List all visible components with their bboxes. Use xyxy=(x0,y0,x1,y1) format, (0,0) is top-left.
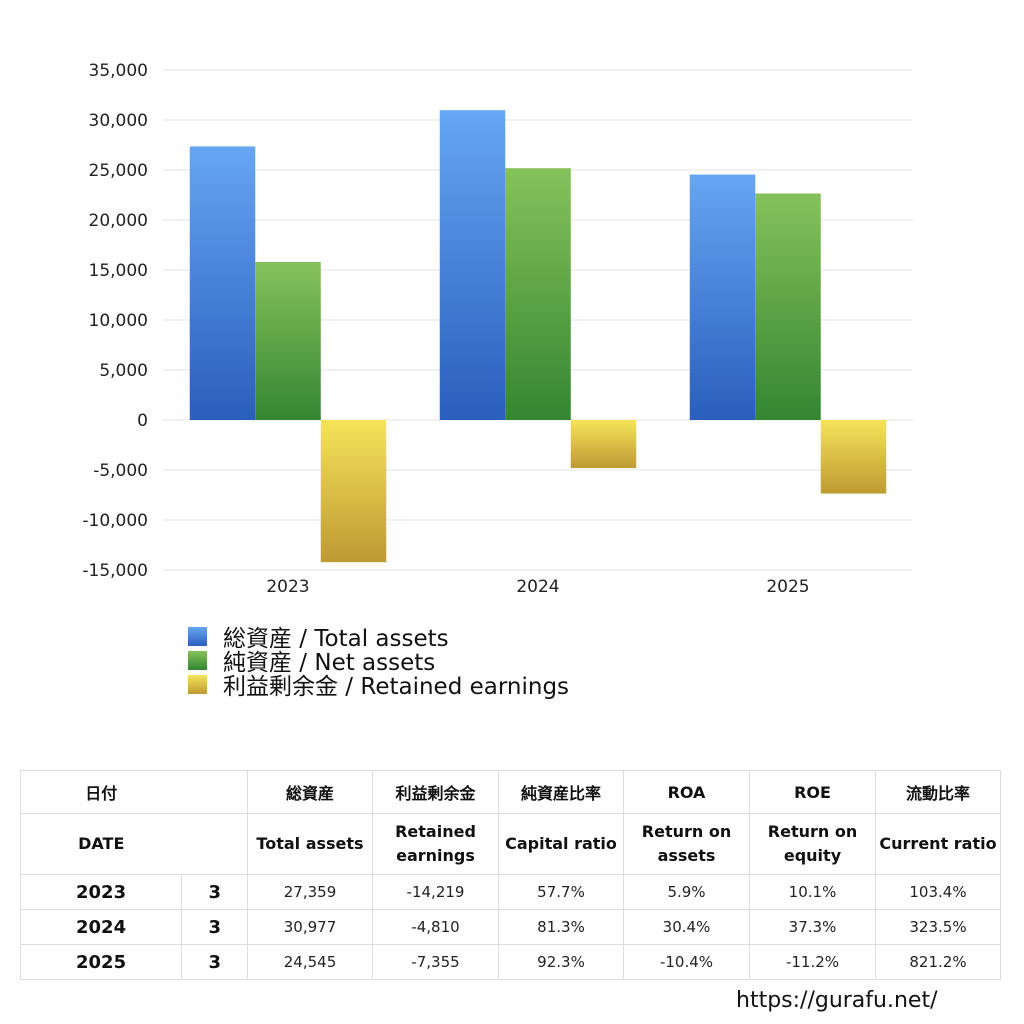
y-tick-label: 30,000 xyxy=(89,111,148,131)
bar xyxy=(505,168,571,420)
bar xyxy=(689,174,756,420)
y-tick-label: 10,000 xyxy=(89,311,148,331)
row-roe: -11.2% xyxy=(749,944,876,980)
y-tick-label: 25,000 xyxy=(89,161,148,181)
row-year: 2025 xyxy=(20,944,182,980)
legend-label-net-assets: 純資産 / Net assets xyxy=(223,650,436,676)
header-date-en: DATE xyxy=(20,813,182,875)
row-roa: 30.4% xyxy=(623,909,750,945)
y-tick-label: -15,000 xyxy=(82,561,148,581)
row-year: 2023 xyxy=(20,874,182,910)
table-header-en: DATE Total assets Retained earnings Capi… xyxy=(20,813,1001,875)
financial-table: 日付 総資産 利益剰余金 純資産比率 ROA ROE 流動比率 DATE Tot… xyxy=(20,770,1001,980)
header-total-assets-en: Total assets xyxy=(247,813,373,875)
y-tick-label: 0 xyxy=(137,411,148,431)
header-retained-en: Retained earnings xyxy=(372,813,499,875)
row-current-ratio: 103.4% xyxy=(875,874,1001,910)
header-date-jp: 日付 xyxy=(20,770,182,814)
header-roe-jp: ROE xyxy=(749,770,876,814)
bar xyxy=(570,420,637,469)
y-tick-label: -10,000 xyxy=(82,511,148,531)
row-month: 3 xyxy=(181,944,248,980)
header-month-en xyxy=(181,813,248,875)
row-retained: -7,355 xyxy=(372,944,499,980)
header-capital-ratio-jp: 純資産比率 xyxy=(498,770,624,814)
bars xyxy=(189,110,887,563)
row-retained: -14,219 xyxy=(372,874,499,910)
bar xyxy=(820,420,887,494)
table-header-jp: 日付 総資産 利益剰余金 純資産比率 ROA ROE 流動比率 xyxy=(20,770,1001,814)
y-tick-label: 5,000 xyxy=(99,361,148,381)
y-tick-label: 20,000 xyxy=(89,211,148,231)
row-roa: -10.4% xyxy=(623,944,750,980)
row-current-ratio: 323.5% xyxy=(875,909,1001,945)
legend-swatch-net-assets xyxy=(188,650,207,670)
y-tick-label: 35,000 xyxy=(89,61,148,81)
bar-chart: 35,000 30,000 25,000 20,000 15,000 10,000 5,00… xyxy=(82,61,913,597)
header-retained-jp: 利益剰余金 xyxy=(372,770,499,814)
row-total-assets: 30,977 xyxy=(247,909,373,945)
site-url: https://gurafu.net/ xyxy=(736,988,938,1013)
legend-item-total-assets: 総資産 / Total assets xyxy=(188,624,569,652)
y-tick-label: -5,000 xyxy=(93,461,148,481)
row-roa: 5.9% xyxy=(623,874,750,910)
row-total-assets: 24,545 xyxy=(247,944,373,980)
header-roa-jp: ROA xyxy=(623,770,750,814)
legend-item-net-assets: 純資産 / Net assets xyxy=(188,648,569,676)
bar xyxy=(189,146,256,420)
bar xyxy=(320,420,387,563)
header-current-ratio-jp: 流動比率 xyxy=(875,770,1001,814)
legend-item-retained-earnings: 利益剰余金 / Retained earnings xyxy=(188,672,569,700)
legend-label-total-assets: 総資産 / Total assets xyxy=(223,626,449,652)
header-roe-en: Return on equity xyxy=(749,813,876,875)
row-capital-ratio: 57.7% xyxy=(498,874,624,910)
bar xyxy=(755,193,821,420)
y-axis-ticks: 35,000 30,000 25,000 20,000 15,000 10,000 5,00… xyxy=(82,61,148,581)
x-tick-label: 2023 xyxy=(266,577,309,597)
header-capital-ratio-en: Capital ratio xyxy=(498,813,624,875)
legend-label-retained-earnings: 利益剰余金 / Retained earnings xyxy=(223,674,570,700)
bar xyxy=(439,110,506,420)
x-tick-label: 2025 xyxy=(766,577,809,597)
row-retained: -4,810 xyxy=(372,909,499,945)
row-capital-ratio: 92.3% xyxy=(498,944,624,980)
header-total-assets-jp: 総資産 xyxy=(247,770,373,814)
x-axis-ticks: 2023 2024 2025 xyxy=(266,577,809,597)
bar xyxy=(255,262,321,420)
header-current-ratio-en: Current ratio xyxy=(875,813,1001,875)
row-roe: 10.1% xyxy=(749,874,876,910)
row-year: 2024 xyxy=(20,909,182,945)
header-month-jp xyxy=(181,770,248,814)
row-month: 3 xyxy=(181,909,248,945)
chart-legend: 総資産 / Total assets 純資産 / Net assets 利益剰余… xyxy=(188,624,569,700)
row-current-ratio: 821.2% xyxy=(875,944,1001,980)
header-roa-en: Return on assets xyxy=(623,813,750,875)
legend-swatch-total-assets xyxy=(188,626,207,646)
row-total-assets: 27,359 xyxy=(247,874,373,910)
x-tick-label: 2024 xyxy=(516,577,559,597)
y-tick-label: 15,000 xyxy=(89,261,148,281)
table-row: 2024 3 30,977 -4,810 81.3% 30.4% 37.3% 3… xyxy=(20,909,1001,945)
table-row: 2023 3 27,359 -14,219 57.7% 5.9% 10.1% 1… xyxy=(20,874,1001,910)
row-month: 3 xyxy=(181,874,248,910)
legend-swatch-retained-earnings xyxy=(188,674,207,694)
row-roe: 37.3% xyxy=(749,909,876,945)
table-row: 2025 3 24,545 -7,355 92.3% -10.4% -11.2%… xyxy=(20,944,1001,980)
row-capital-ratio: 81.3% xyxy=(498,909,624,945)
